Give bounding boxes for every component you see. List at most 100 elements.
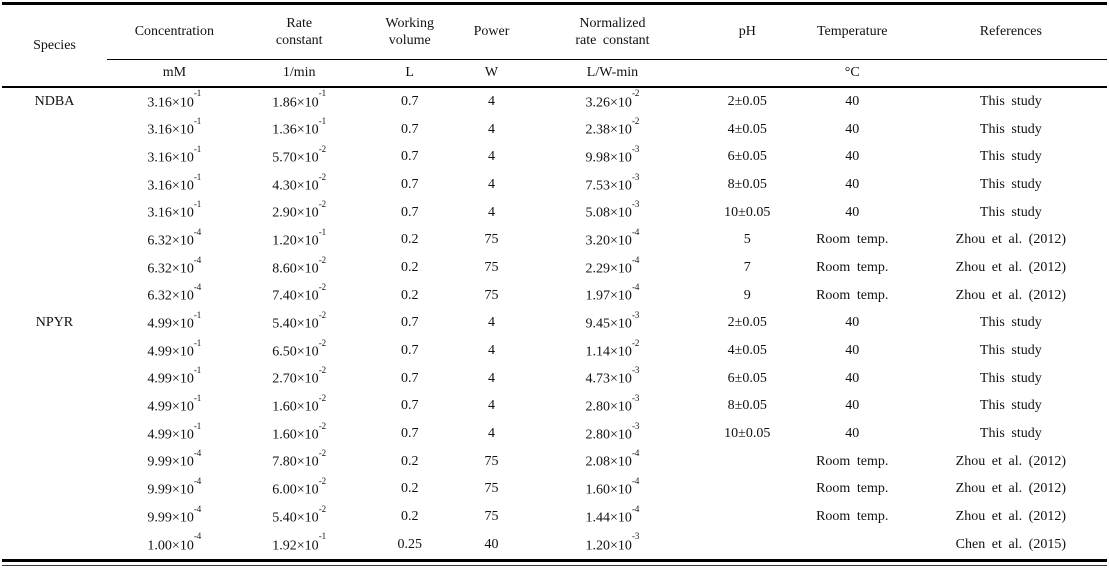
unit-ph	[704, 59, 790, 88]
table-body: NDBA 3.16×10-1 1.86×10-1 0.7 4 3.26×10-2 2±0.0…	[2, 87, 1107, 560]
unit-power: W	[462, 59, 521, 88]
table-row: 6.32×10-4 8.60×10-2 0.2 75 2.29×10-4 7 Room te…	[2, 254, 1107, 282]
unit-temperature: °C	[789, 59, 915, 88]
exponent: -1	[193, 420, 202, 431]
cell-ph: 8±0.05	[727, 398, 767, 414]
cell-rate-constant: 5.40×10-2	[272, 503, 327, 526]
cell-species	[2, 254, 107, 282]
table-row: 6.32×10-4 7.40×10-2 0.2 75 1.97×10-4 9 Room te…	[2, 282, 1107, 310]
cell-normalized-rate-constant: 1.60×10-4	[585, 476, 640, 498]
cell-working-volume: 0.7	[400, 204, 419, 220]
cell-working-volume: 0.7	[400, 149, 419, 165]
exponent: -1	[193, 116, 202, 127]
cell-species	[2, 337, 107, 365]
cell-concentration: 3.16×10-1	[147, 116, 202, 138]
exponent: -4	[631, 282, 640, 293]
exponent: -4	[193, 448, 202, 459]
exponent: -1	[318, 88, 327, 99]
cell-concentration: 9.99×10-4	[147, 503, 202, 526]
cell-ph: 6±0.05	[727, 149, 767, 165]
header-row: Species Concentration Rate constant Work…	[2, 3, 1107, 88]
cell-working-volume: 0.7	[400, 398, 419, 414]
exponent: -2	[318, 365, 327, 376]
cell-normalized-rate-constant: 2.38×10-2	[585, 116, 640, 138]
cell-reference: This study	[979, 149, 1042, 165]
cell-reference: This study	[979, 426, 1042, 442]
cell-ph	[705, 476, 790, 504]
exponent: -2	[318, 503, 327, 514]
exponent: -4	[193, 282, 202, 293]
cell-temperature: 40	[845, 343, 860, 359]
cell-concentration: 3.16×10-1	[147, 88, 202, 111]
exponent: -4	[193, 531, 202, 542]
exponent: -2	[631, 88, 640, 99]
cell-power: 4	[487, 204, 495, 220]
cell-ph	[705, 448, 790, 476]
cell-rate-constant: 6.50×10-2	[272, 337, 327, 360]
cell-power: 4	[487, 343, 495, 359]
cell-concentration: 4.99×10-1	[147, 309, 202, 332]
cell-ph: 4±0.05	[727, 343, 767, 359]
cell-reference: This study	[979, 343, 1042, 359]
table-row: 4.99×10-1 1.60×10-2 0.7 4 2.80×10-3 10±0.05 40…	[2, 420, 1107, 448]
cell-ph	[705, 531, 790, 560]
cell-reference: This study	[979, 370, 1042, 386]
table-row: NDBA 3.16×10-1 1.86×10-1 0.7 4 3.26×10-2 2±0.0…	[2, 87, 1107, 116]
col-header-ph: pH	[704, 3, 790, 60]
cell-reference: Zhou et al. (2012)	[955, 481, 1066, 497]
cell-rate-constant: 1.92×10-1	[272, 531, 327, 554]
table-row: 3.16×10-1 2.90×10-2 0.7 4 5.08×10-3 10±0.05 40…	[2, 199, 1107, 227]
exponent: -4	[631, 503, 640, 514]
cell-working-volume: 0.2	[400, 287, 419, 303]
cell-rate-constant: 1.36×10-1	[272, 116, 327, 138]
cell-species	[2, 226, 107, 254]
table-row: 4.99×10-1 1.60×10-2 0.7 4 2.80×10-3 8±0.05 40 T…	[2, 393, 1107, 421]
table-row: 3.16×10-1 5.70×10-2 0.7 4 9.98×10-3 6±0.05 40 T…	[2, 143, 1107, 171]
cell-species	[2, 143, 107, 171]
cell-temperature: 40	[845, 176, 860, 192]
cell-ph	[705, 503, 790, 531]
cell-temperature: Room temp.	[816, 509, 889, 525]
exponent: -1	[318, 531, 327, 542]
cell-temperature: Room temp.	[816, 259, 889, 275]
cell-power: 4	[487, 149, 495, 165]
cell-reference: Chen et al. (2015)	[955, 536, 1066, 552]
cell-ph: 8±0.05	[727, 176, 767, 192]
cell-species	[2, 171, 107, 199]
table-container: Species Concentration Rate constant Work…	[2, 2, 1107, 566]
cell-normalized-rate-constant: 3.20×10-4	[585, 226, 640, 249]
cell-species	[2, 476, 107, 504]
cell-rate-constant: 1.86×10-1	[272, 88, 327, 111]
cell-concentration: 4.99×10-1	[147, 365, 202, 388]
cell-temperature: 40	[845, 315, 860, 331]
cell-ph: 6±0.05	[727, 370, 767, 386]
cell-temperature: 40	[845, 149, 860, 165]
cell-concentration: 9.99×10-4	[147, 476, 202, 498]
cell-power: 40	[484, 536, 499, 552]
cell-power: 75	[484, 259, 499, 275]
exponent: -2	[318, 199, 327, 210]
cell-normalized-rate-constant: 9.98×10-3	[585, 143, 640, 166]
cell-normalized-rate-constant: 9.45×10-3	[585, 309, 640, 332]
cell-power: 4	[487, 370, 495, 386]
cell-reference: This study	[979, 398, 1042, 414]
exponent: -4	[631, 476, 640, 487]
cell-working-volume: 0.7	[400, 343, 419, 359]
cell-working-volume: 0.2	[400, 481, 419, 497]
cell-species: NDBA	[34, 93, 75, 109]
cell-normalized-rate-constant: 4.73×10-3	[585, 365, 640, 388]
cell-species	[2, 393, 107, 421]
exponent: -2	[318, 476, 327, 487]
cell-power: 75	[484, 481, 499, 497]
cell-ph: 2±0.05	[727, 315, 767, 331]
exponent: -2	[318, 337, 327, 348]
unit-rate-constant: 1/min	[241, 59, 357, 88]
col-header-temperature: Temperature	[789, 3, 915, 60]
cell-temperature: 40	[845, 204, 860, 220]
col-header-references: References	[914, 3, 1107, 60]
cell-power: 4	[487, 121, 495, 137]
cell-working-volume: 0.2	[400, 232, 419, 248]
exponent: -1	[193, 337, 202, 348]
cell-working-volume: 0.2	[400, 509, 419, 525]
table-row: 1.00×10-4 1.92×10-1 0.25 40 1.20×10-3 Chen et…	[2, 531, 1107, 560]
